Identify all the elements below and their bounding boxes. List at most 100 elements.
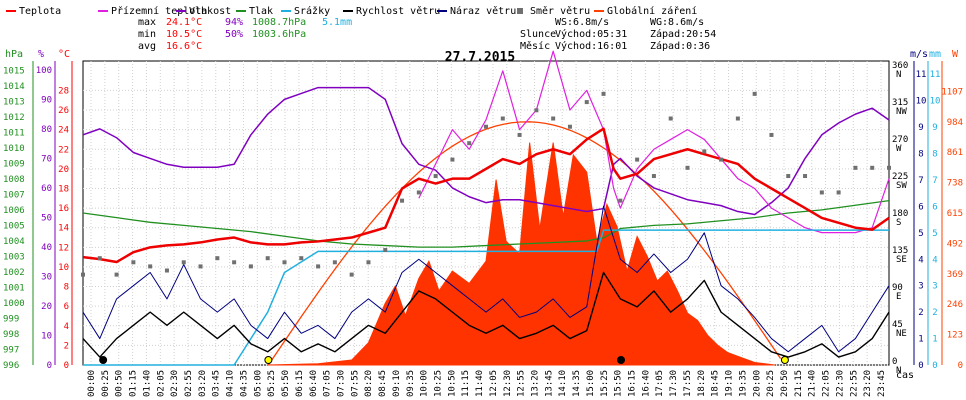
wind-dir-point	[97, 256, 102, 261]
wind-dir-compass-label: NW	[896, 107, 907, 117]
stats-max-label: max	[138, 17, 156, 28]
time-tick-label: 13:20	[531, 370, 541, 397]
time-tick-label: 20:50	[780, 370, 790, 397]
stats-avg-temp: 16.6°C	[166, 41, 202, 52]
rain-tick-label: 5	[932, 229, 937, 239]
stats-block: max 24.1°C 94% 1008.7hPa 5.1mm min 10.5°…	[138, 17, 716, 52]
wind-dir-point	[148, 264, 153, 269]
stats-min-label: min	[138, 29, 156, 40]
series-layer	[81, 50, 891, 366]
wind-dir-point	[819, 190, 824, 195]
time-tick-label: 05:25	[267, 370, 277, 397]
time-tick-label: 23:20	[863, 370, 873, 397]
temperature-tick-label: 14	[58, 224, 69, 234]
stats-max-press: 1008.7hPa	[252, 17, 306, 28]
stats-max-hum: 94%	[225, 17, 243, 28]
wind-dir-point	[416, 190, 421, 195]
radiation-tick-label: 738	[947, 179, 963, 189]
unit-w: W	[952, 49, 959, 60]
wind-dir-point	[635, 157, 640, 162]
time-tick-label: 20:25	[766, 370, 776, 397]
pressure-tick-label: 1004	[3, 237, 25, 247]
time-tick-label: 15:25	[600, 370, 610, 397]
unit-mm: mm	[929, 49, 941, 60]
radiation-tick-label: 123	[947, 331, 963, 341]
wind-dir-point	[618, 198, 623, 203]
wind-dir-point	[164, 268, 169, 273]
wind-dir-deg-label: 270	[892, 135, 908, 145]
wind-dir-compass-label: SE	[896, 255, 907, 265]
unit-pct: %	[38, 49, 44, 60]
legend-entry: Tlak	[249, 6, 273, 17]
humidity-tick-label: 60	[41, 184, 52, 194]
rain-tick-label: 1	[932, 335, 937, 345]
markers-layer	[99, 356, 789, 364]
temperature-line	[82, 127, 890, 264]
temperature-tick-label: 16	[58, 204, 69, 214]
pressure-tick-label: 1002	[3, 268, 25, 278]
legend-entry: Směr větru	[530, 5, 590, 17]
wind-dir-point	[299, 256, 304, 261]
time-tick-label: 02:55	[184, 370, 194, 397]
legend-entry: Vlhkost	[189, 6, 231, 17]
humidity-tick-label: 50	[41, 213, 52, 223]
pressure-tick-label: 1001	[3, 283, 25, 293]
wind-dir-point	[887, 165, 891, 170]
stats-avg-label: avg	[138, 41, 156, 52]
time-tick-label: 08:45	[378, 370, 388, 397]
wind-dir-point	[467, 141, 472, 146]
radiation-tick-label: 1107	[941, 87, 963, 97]
time-tick-label: 15:50	[614, 370, 624, 397]
legend-entry: Náraz větru	[450, 5, 516, 17]
legend-entry: Rychlost větru	[356, 5, 440, 17]
wind-gust-line	[82, 205, 890, 353]
time-tick-label: 06:40	[309, 370, 319, 397]
temperature-tick-label: 6	[64, 302, 69, 312]
time-tick-label: 15:00	[586, 370, 596, 397]
time-tick-label: 10:50	[447, 370, 457, 397]
temperature-tick-label: 24	[58, 126, 69, 136]
wind-dir-point	[702, 149, 707, 154]
time-tick-label: 21:40	[808, 370, 818, 397]
wind-dir-point	[265, 256, 270, 261]
stats-min-press: 1003.6hPa	[252, 29, 306, 40]
stats-moon-rise: Východ:16:01	[555, 40, 627, 52]
time-tick-label: 05:00	[253, 370, 263, 397]
wind-dir-point	[870, 165, 875, 170]
temperature-tick-label: 28	[58, 86, 69, 96]
wind-dir-point	[332, 260, 337, 265]
wind-dir-point	[601, 91, 606, 96]
time-tick-label: 03:45	[212, 370, 222, 397]
humidity-tick-label: 30	[41, 272, 52, 282]
time-tick-label: 18:20	[697, 370, 707, 397]
temperature-tick-label: 22	[58, 145, 69, 155]
time-tick-label: 22:55	[849, 370, 859, 397]
wind-dir-point	[534, 108, 539, 113]
legend-entry: Přízemní teplota	[111, 5, 207, 17]
wind-speed-tick-label: 4	[918, 255, 923, 265]
wind-speed-tick-label: 0	[918, 361, 923, 371]
time-tick-label: 11:15	[461, 370, 471, 397]
rain-tick-label: 11	[930, 70, 941, 80]
wind-dir-point	[769, 132, 774, 137]
unit-ms: m/s	[910, 49, 928, 60]
wind-dir-point	[131, 260, 136, 265]
wind-dir-point	[316, 264, 321, 269]
rain-tick-label: 0	[932, 361, 937, 371]
humidity-tick-label: 40	[41, 243, 52, 253]
time-tick-label: 20:00	[752, 370, 762, 397]
wind-dir-point	[450, 157, 455, 162]
radiation-tick-label: 0	[958, 361, 963, 371]
wind-speed-tick-label: 8	[918, 150, 923, 160]
temperature-tick-label: 0	[64, 361, 69, 371]
time-tick-label: 00:25	[101, 370, 111, 397]
wind-dir-point	[248, 264, 253, 269]
wind-dir-point	[853, 165, 858, 170]
pressure-tick-label: 1003	[3, 252, 25, 262]
pressure-tick-label: 1010	[3, 144, 25, 154]
temperature-tick-label: 10	[58, 263, 69, 273]
temperature-tick-label: 4	[64, 322, 69, 332]
stats-max-rain: 5.1mm	[322, 17, 352, 28]
ground-temp-line	[418, 50, 890, 234]
